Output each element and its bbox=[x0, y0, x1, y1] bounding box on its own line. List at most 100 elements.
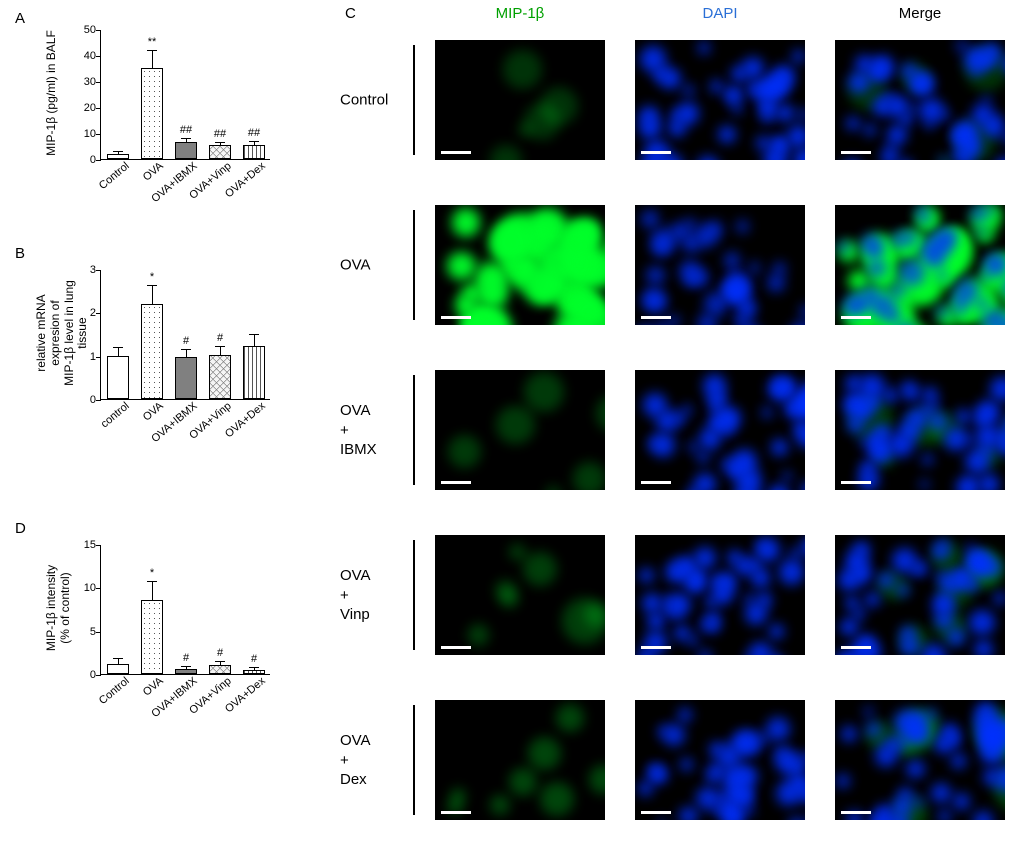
scalebar bbox=[841, 811, 871, 814]
bar-rect bbox=[209, 665, 231, 674]
fluo-img-Merge bbox=[835, 700, 1005, 820]
scalebar bbox=[441, 151, 471, 154]
row-label: OVA bbox=[340, 255, 410, 275]
errorbar-cap bbox=[113, 658, 123, 659]
ytick-mark bbox=[96, 108, 101, 109]
sig-label: # bbox=[183, 335, 189, 347]
scalebar bbox=[641, 151, 671, 154]
sig-label: ## bbox=[248, 127, 260, 139]
fluo-img-MIP-1β bbox=[435, 40, 605, 160]
scalebar bbox=[641, 646, 671, 649]
row-4: OVA + Dex bbox=[345, 695, 1005, 825]
errorbar bbox=[254, 335, 255, 346]
ytick: 5 bbox=[71, 626, 96, 638]
bar-rect bbox=[107, 664, 129, 674]
bar-rect bbox=[243, 670, 265, 674]
errorbar-cap bbox=[215, 661, 225, 662]
errorbar bbox=[118, 152, 119, 154]
bar-rect bbox=[141, 600, 163, 674]
errorbar bbox=[254, 142, 255, 146]
ytick-mark bbox=[96, 313, 101, 314]
ytick: 1 bbox=[71, 351, 96, 363]
row-2: OVA + IBMX bbox=[345, 365, 1005, 495]
ytick-mark bbox=[96, 134, 101, 135]
row-marker bbox=[413, 45, 415, 155]
errorbar bbox=[220, 143, 221, 145]
fluo-img-DAPI bbox=[635, 205, 805, 325]
chart-D-plot: 051015Control*OVA#OVA+IBMX#OVA+Vinp#OVA+… bbox=[100, 545, 270, 675]
errorbar bbox=[118, 348, 119, 356]
errorbar bbox=[152, 51, 153, 68]
errorbar-cap bbox=[147, 285, 157, 286]
row-marker bbox=[413, 705, 415, 815]
bar-rect bbox=[107, 154, 129, 159]
scalebar bbox=[441, 646, 471, 649]
col-header-MIP-1β: MIP-1β bbox=[435, 5, 605, 22]
errorbar-cap bbox=[181, 666, 191, 667]
ytick: 10 bbox=[71, 128, 96, 140]
panel-letter-D: D bbox=[15, 520, 26, 537]
fluo-img-DAPI bbox=[635, 535, 805, 655]
ytick: 3 bbox=[71, 264, 96, 276]
scalebar bbox=[841, 481, 871, 484]
scalebar bbox=[441, 811, 471, 814]
errorbar-cap bbox=[249, 334, 259, 335]
ytick-mark bbox=[96, 357, 101, 358]
chart-D-ylabel: MIP-1β intensity (% of control) bbox=[45, 543, 105, 673]
ytick-mark bbox=[96, 160, 101, 161]
sig-label: # bbox=[217, 647, 223, 659]
row-label: OVA + Vinp bbox=[340, 566, 410, 625]
row-3: OVA + Vinp bbox=[345, 530, 1005, 660]
errorbar-cap bbox=[215, 346, 225, 347]
errorbar-cap bbox=[113, 151, 123, 152]
errorbar-cap bbox=[181, 349, 191, 350]
panel-letter-C: C bbox=[345, 5, 356, 22]
ytick-mark bbox=[96, 675, 101, 676]
errorbar-cap bbox=[249, 667, 259, 668]
ytick: 40 bbox=[71, 50, 96, 62]
ytick: 20 bbox=[71, 102, 96, 114]
ytick-mark bbox=[96, 545, 101, 546]
sig-label: ** bbox=[148, 36, 157, 48]
ytick-mark bbox=[96, 588, 101, 589]
bar-rect bbox=[243, 145, 265, 159]
fluo-img-MIP-1β bbox=[435, 700, 605, 820]
chart-B-plot: 0123control*OVA#OVA+IBMX#OVA+VinpOVA+Dex bbox=[100, 270, 270, 400]
errorbar bbox=[118, 659, 119, 663]
sig-label: * bbox=[150, 567, 154, 579]
row-marker bbox=[413, 540, 415, 650]
chart-A-plot: 01020304050Control**OVA##OVA+IBMX##OVA+V… bbox=[100, 30, 270, 160]
scalebar bbox=[441, 481, 471, 484]
ytick-mark bbox=[96, 82, 101, 83]
row-marker bbox=[413, 210, 415, 320]
sig-label: ## bbox=[214, 128, 226, 140]
scalebar bbox=[641, 316, 671, 319]
errorbar bbox=[152, 582, 153, 600]
row-marker bbox=[413, 375, 415, 485]
bar-rect bbox=[243, 346, 265, 399]
fluo-img-MIP-1β bbox=[435, 205, 605, 325]
ytick: 2 bbox=[71, 307, 96, 319]
scalebar bbox=[641, 811, 671, 814]
row-label: OVA + Dex bbox=[340, 731, 410, 790]
bar-rect bbox=[209, 355, 231, 399]
errorbar-cap bbox=[181, 138, 191, 139]
ytick: 15 bbox=[71, 539, 96, 551]
errorbar-cap bbox=[147, 581, 157, 582]
scalebar bbox=[841, 316, 871, 319]
errorbar-cap bbox=[215, 142, 225, 143]
fluo-img-Merge bbox=[835, 370, 1005, 490]
row-0: Control bbox=[345, 35, 1005, 165]
sig-label: # bbox=[251, 653, 257, 665]
fluo-img-DAPI bbox=[635, 40, 805, 160]
bar-rect bbox=[175, 669, 197, 674]
sig-label: ## bbox=[180, 124, 192, 136]
chart-A: MIP-1β (pg/ml) in BALF 01020304050Contro… bbox=[40, 20, 290, 220]
sig-label: # bbox=[183, 652, 189, 664]
fluo-img-DAPI bbox=[635, 370, 805, 490]
ytick: 0 bbox=[71, 394, 96, 406]
fluo-img-Merge bbox=[835, 205, 1005, 325]
panel-letter-A: A bbox=[15, 10, 25, 27]
bar-rect bbox=[175, 357, 197, 399]
chart-B: relative mRNA expresion of MIP-1β level … bbox=[40, 260, 290, 460]
